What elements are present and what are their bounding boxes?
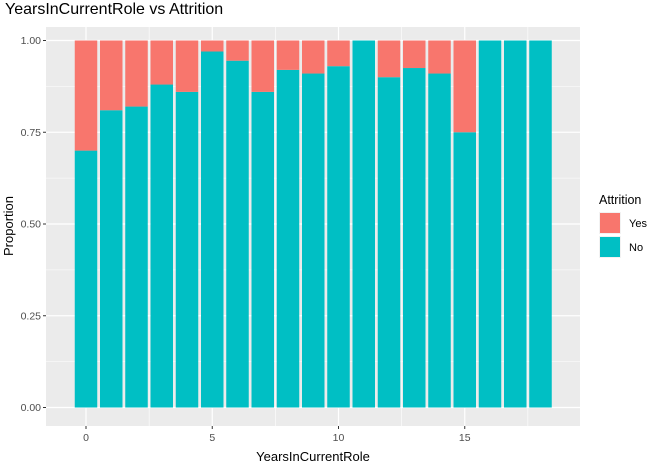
bar-yes <box>302 40 325 74</box>
bar-no <box>74 150 98 408</box>
y-tick-label: 0.25 <box>21 310 42 322</box>
bar-no <box>428 73 451 408</box>
bar-no <box>100 110 123 408</box>
bar-yes <box>100 40 123 111</box>
bar-no <box>226 60 249 408</box>
legend-key-yes <box>600 213 620 233</box>
bars <box>74 40 552 408</box>
y-tick-label: 0.75 <box>21 127 42 139</box>
bar-yes <box>251 40 274 92</box>
bar-no <box>201 51 224 408</box>
chart-title: YearsInCurrentRole vs Attrition <box>5 1 223 18</box>
bar-no <box>150 84 173 408</box>
bar-no <box>403 68 426 408</box>
x-tick-label: 0 <box>83 432 89 444</box>
bar-no <box>251 91 274 408</box>
bar-yes <box>226 40 249 61</box>
bar-yes <box>327 40 350 67</box>
bar-no <box>327 66 350 408</box>
x-axis-title: YearsInCurrentRole <box>256 449 370 464</box>
bar-yes <box>150 40 173 85</box>
bar-yes <box>428 40 451 74</box>
bar-no <box>377 77 401 408</box>
x-tick-label: 5 <box>209 432 215 444</box>
x-axis: 0 5 10 15 <box>83 426 471 444</box>
y-tick-label: 1.00 <box>21 35 42 47</box>
y-axis: 0.00 0.25 0.50 0.75 1.00 <box>21 35 46 414</box>
y-tick-label: 0.00 <box>21 402 42 414</box>
bar-yes <box>403 40 426 69</box>
bar-no <box>302 73 325 408</box>
legend-label-no: No <box>629 242 643 254</box>
legend: Attrition Yes No <box>599 193 647 258</box>
bar-yes <box>377 40 401 78</box>
bar-no <box>504 40 527 408</box>
x-tick-label: 10 <box>333 432 345 444</box>
bar-yes <box>276 40 300 70</box>
y-axis-title: Proportion <box>1 196 16 256</box>
x-tick-label: 15 <box>459 432 471 444</box>
y-tick-label: 0.50 <box>21 219 42 231</box>
bar-no <box>175 91 199 408</box>
bar-no <box>352 40 375 408</box>
legend-label-yes: Yes <box>629 218 647 230</box>
legend-key-no <box>600 237 620 257</box>
bar-no <box>529 40 552 408</box>
bar-yes <box>74 40 98 151</box>
bar-yes <box>125 40 148 107</box>
bar-yes <box>453 40 476 133</box>
bar-no <box>125 106 148 408</box>
legend-title: Attrition <box>599 193 641 207</box>
bar-no <box>478 40 502 408</box>
bar-no <box>276 69 300 408</box>
bar-yes <box>175 40 199 92</box>
bar-no <box>453 132 476 408</box>
bar-yes <box>201 40 224 52</box>
